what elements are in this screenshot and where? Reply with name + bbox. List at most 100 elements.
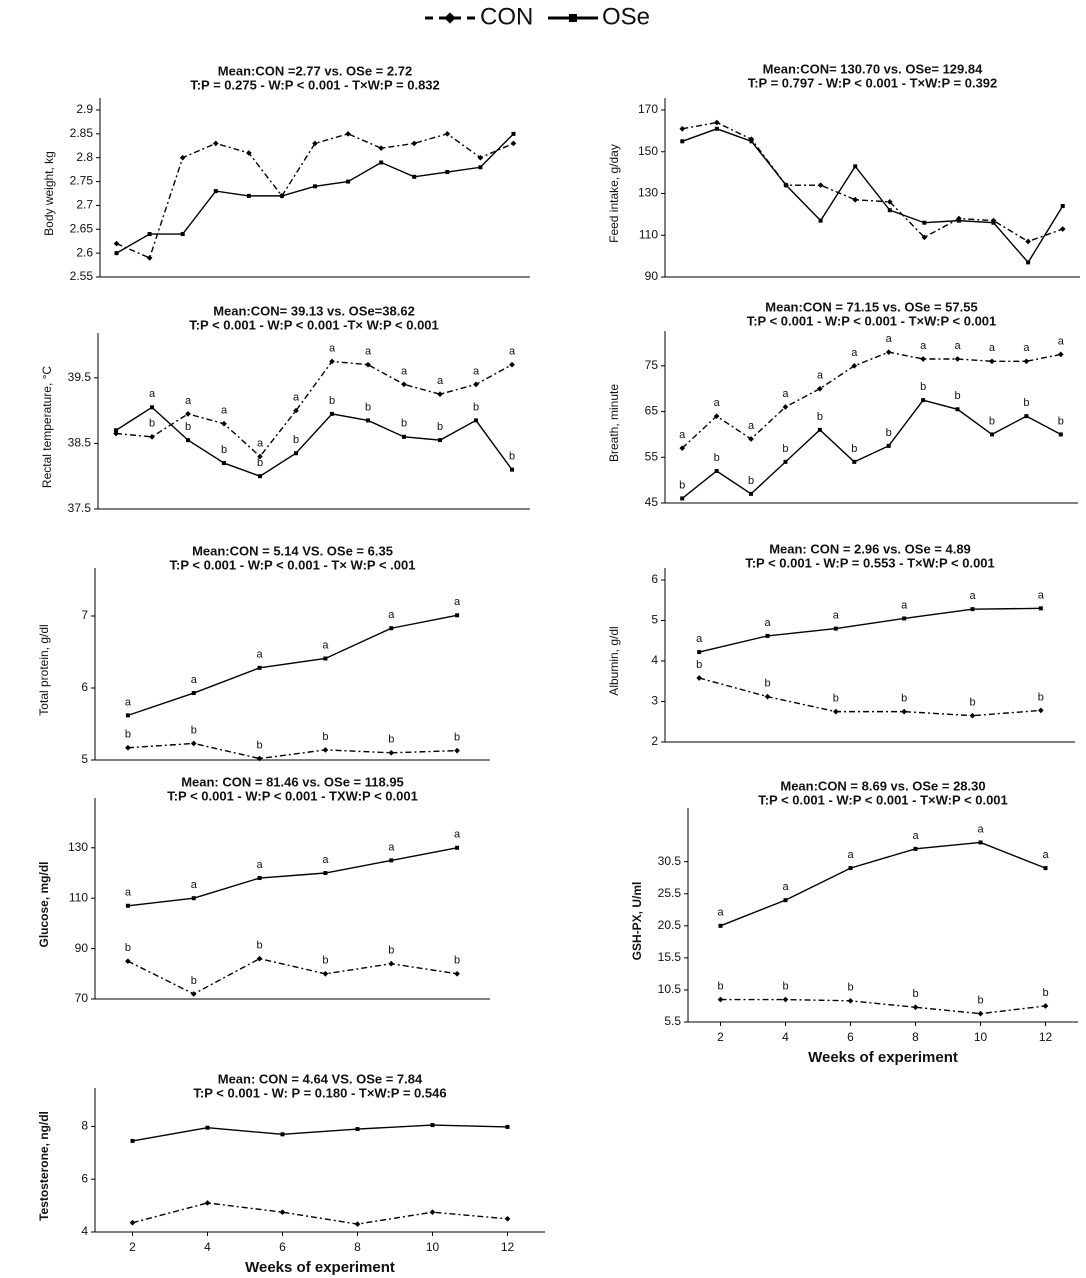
chart-title: Mean:CON = 71.15 vs. OSe = 57.55 [765,299,977,314]
significance-letter: a [696,633,703,645]
significance-letter: a [817,370,824,382]
point [294,451,298,456]
y-tick-label: 2.85 [70,126,94,140]
point [312,140,318,147]
point [257,453,263,460]
series-line [127,614,458,717]
point [989,432,994,437]
point [679,125,686,132]
point [833,708,839,715]
series-line [132,1202,508,1225]
point [697,650,702,655]
point [1024,414,1029,419]
legend: CON OSe [425,3,650,30]
point [748,436,754,442]
y-tick-label: 20.5 [658,918,682,932]
point [345,131,351,137]
significance-letter: a [886,333,893,345]
point [179,154,186,161]
point [851,363,858,369]
y-tick-label: 38.5 [68,436,92,450]
point [969,712,976,719]
y-tick-label: 2.9 [76,102,93,116]
point [504,1215,511,1222]
point [1059,226,1066,232]
x-tick-label: 6 [279,1240,286,1254]
y-axis-label: Albumin, g/dl [607,626,621,695]
point [365,361,371,368]
significance-letter: a [191,879,198,891]
point [680,496,685,501]
y-tick-label: 2.75 [70,174,94,188]
significance-letter: b [473,401,479,413]
point [454,747,460,754]
point [1043,866,1048,871]
point [978,840,983,845]
series-line [115,360,513,458]
significance-letter: a [989,342,996,354]
significance-letter: b [125,729,131,741]
significance-letter: b [329,395,335,407]
point [473,381,479,388]
significance-letter: a [901,599,908,611]
point [346,179,351,184]
point [221,420,227,427]
point [902,616,907,621]
series-line [698,677,1041,717]
point [293,407,299,414]
significance-letter: b [851,443,857,455]
chart-title: Mean:CON= 130.70 vs. OSe= 129.84 [763,61,983,76]
point [438,438,442,443]
point [180,232,185,237]
point [921,398,926,403]
significance-letter: b [221,444,227,456]
significance-letter: a [920,340,927,352]
significance-letter: b [717,980,723,992]
point [455,613,460,618]
point [765,633,770,638]
point [222,461,226,466]
point [429,1209,436,1216]
point [955,407,960,412]
chart-title: Mean:CON =2.77 vs. OSe = 2.72 [218,63,412,78]
point [205,1125,210,1130]
series-line [132,1124,508,1142]
y-tick-label: 30.5 [658,854,682,868]
point [817,182,824,188]
point [454,970,460,977]
significance-letter: a [191,674,198,686]
x-axis-label: Weeks of experiment [808,1049,958,1066]
significance-letter: b [454,732,460,744]
legend-marker [444,12,456,24]
point [430,1123,435,1128]
point [749,491,754,496]
point [478,165,483,170]
point [445,170,450,175]
point [921,234,928,241]
point [922,220,927,225]
y-tick-label: 6 [81,1171,88,1185]
legend-label: CON [480,3,533,30]
x-tick-label: 2 [717,1030,724,1044]
chart-subtitle: T:P = 0.275 - W:P < 0.001 - T×W:P = 0.83… [190,77,440,92]
significance-letter: a [322,854,329,866]
point [256,955,263,962]
significance-letter: b [191,724,197,736]
point [412,174,417,179]
series-line [682,121,1063,243]
y-tick-label: 5 [81,752,88,766]
point [696,675,702,681]
significance-letter: a [388,609,395,621]
significance-letter: b [1042,987,1048,999]
y-axis-label: Body weight, kg [42,151,56,236]
series-line [127,742,458,760]
significance-letter: a [257,859,264,871]
y-tick-label: 8 [81,1119,88,1133]
point [147,232,152,237]
significance-letter: a [454,596,461,608]
point [848,866,853,871]
point [886,199,893,205]
significance-letter: b [782,443,788,455]
significance-letter: a [401,365,408,377]
y-tick-label: 90 [645,269,659,283]
